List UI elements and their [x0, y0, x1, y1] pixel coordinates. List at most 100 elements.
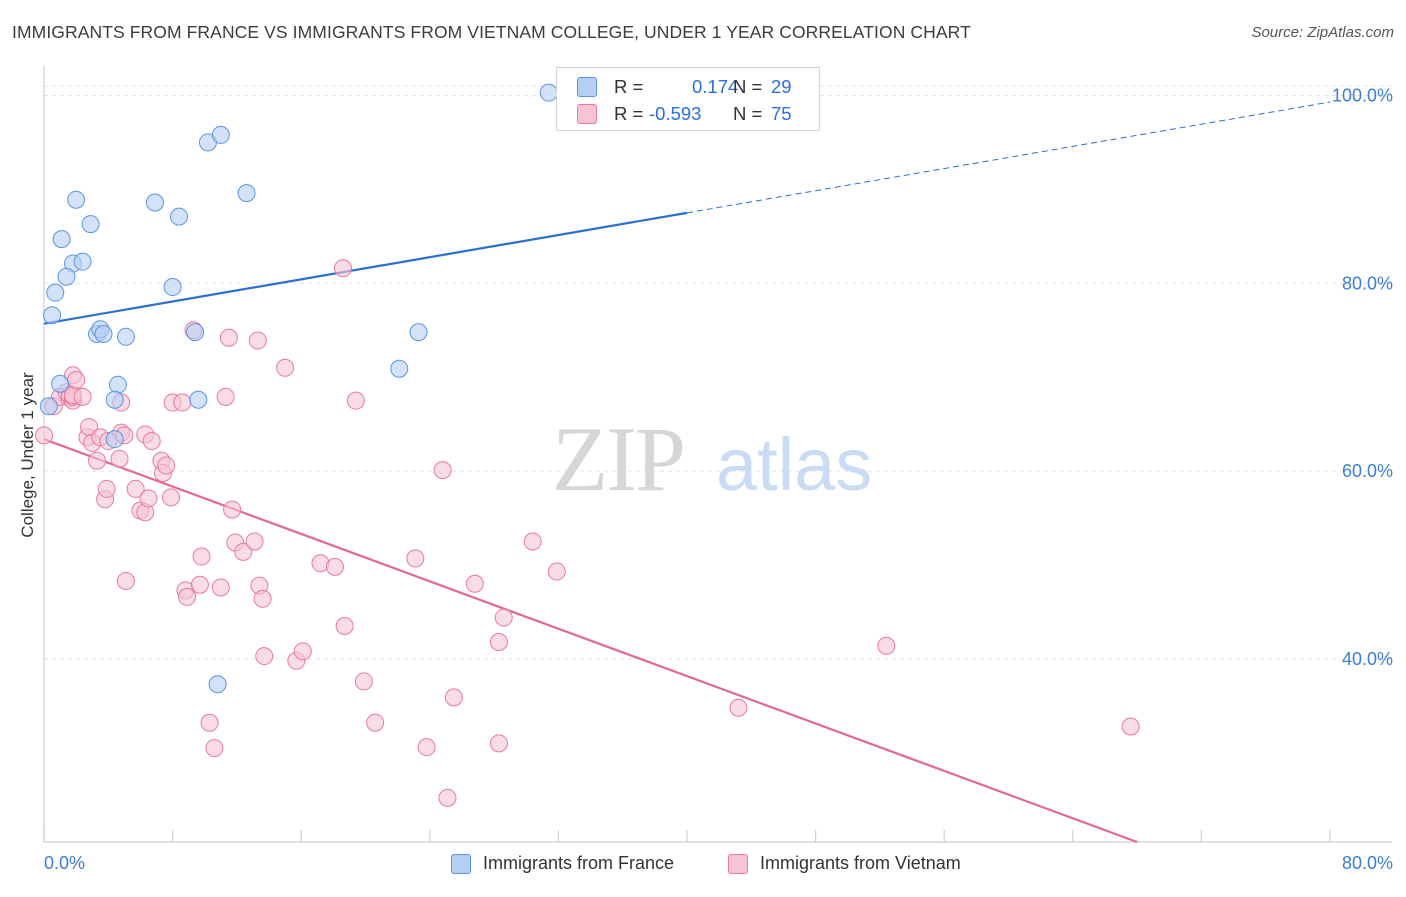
point-vietnam — [523, 532, 542, 551]
point-france — [189, 390, 208, 409]
point-france — [105, 390, 124, 409]
legend: Immigrants from France Immigrants from V… — [0, 850, 1406, 880]
n-label: N = — [733, 76, 763, 97]
trend-line-extension-0 — [686, 101, 1331, 214]
point-vietnam — [293, 642, 312, 661]
point-vietnam — [433, 461, 452, 480]
point-france — [51, 374, 70, 393]
r-value: -0.593 — [649, 103, 702, 124]
point-france — [94, 324, 113, 343]
n-value: 75 — [771, 103, 792, 124]
point-vietnam — [417, 738, 436, 757]
point-vietnam — [205, 739, 224, 758]
point-vietnam — [444, 688, 463, 707]
points — [35, 83, 1140, 807]
point-france — [211, 125, 230, 144]
point-vietnam — [438, 788, 457, 807]
point-vietnam — [97, 479, 116, 498]
grid — [44, 85, 1392, 660]
x-tick-label: 80.0% — [1342, 853, 1393, 873]
r-label: R = — [614, 103, 644, 124]
point-vietnam — [200, 713, 219, 732]
point-france — [116, 327, 135, 346]
y-tick-label: 40.0% — [1342, 649, 1393, 669]
point-vietnam — [35, 426, 53, 445]
point-france — [57, 267, 76, 286]
point-vietnam — [245, 532, 264, 551]
point-vietnam — [192, 547, 211, 566]
point-france — [409, 323, 428, 342]
point-vietnam — [216, 387, 235, 406]
n-value: 29 — [771, 76, 792, 97]
france-swatch — [451, 853, 471, 874]
point-vietnam — [139, 489, 158, 508]
point-vietnam — [110, 449, 129, 468]
legend-label-france: Immigrants from France — [483, 853, 675, 873]
point-vietnam — [354, 672, 373, 691]
point-vietnam — [346, 391, 365, 410]
point-vietnam — [211, 578, 230, 597]
point-vietnam — [366, 713, 385, 732]
trend-line-0 — [43, 211, 688, 325]
point-france — [539, 83, 558, 102]
point-france — [67, 190, 86, 209]
n-label: N = — [733, 103, 763, 124]
vietnam-swatch — [728, 853, 748, 874]
r-value: 0.174 — [692, 76, 739, 97]
vietnam-swatch — [577, 104, 597, 124]
point-france — [39, 397, 58, 416]
axes — [43, 66, 1392, 843]
y-axis-title: College, Under 1 year — [18, 372, 37, 538]
point-vietnam — [276, 358, 295, 377]
chart-title: IMMIGRANTS FROM FRANCE VS IMMIGRANTS FRO… — [12, 22, 971, 42]
point-vietnam — [67, 371, 86, 389]
point-france — [43, 306, 62, 325]
point-france — [170, 207, 189, 226]
point-france — [237, 184, 256, 203]
point-france — [81, 215, 100, 234]
point-vietnam — [248, 331, 267, 350]
point-vietnam — [877, 636, 896, 655]
tick-labels: 40.0% 60.0% 80.0% 100.0% 0.0% 80.0% — [44, 85, 1393, 873]
legend-item-france[interactable]: Immigrants from France — [451, 853, 674, 874]
y-tick-label: 100.0% — [1332, 85, 1393, 105]
point-vietnam — [406, 549, 425, 568]
point-vietnam — [178, 587, 197, 606]
y-tick-label: 60.0% — [1342, 461, 1393, 481]
point-vietnam — [223, 500, 242, 519]
stats-box: R = 0.174 N = 29 R = -0.593 N = 75 — [556, 67, 820, 131]
point-vietnam — [88, 451, 107, 470]
legend-item-vietnam[interactable]: Immigrants from Vietnam — [728, 853, 961, 874]
point-vietnam — [253, 589, 272, 608]
point-vietnam — [465, 574, 484, 593]
point-france — [163, 278, 182, 297]
point-vietnam — [1121, 717, 1140, 736]
point-vietnam — [325, 557, 344, 576]
legend-label-vietnam: Immigrants from Vietnam — [760, 853, 961, 873]
point-france — [390, 359, 409, 378]
watermark: ZIP atlas — [552, 408, 872, 510]
point-vietnam — [126, 479, 145, 498]
y-tick-label: 80.0% — [1342, 273, 1393, 293]
point-vietnam — [73, 387, 92, 406]
r-label: R = — [614, 76, 644, 97]
point-france — [208, 675, 227, 694]
point-vietnam — [335, 617, 354, 636]
watermark-zip: ZIP — [552, 408, 684, 510]
point-vietnam — [173, 393, 192, 412]
source-label: Source: ZipAtlas.com — [1251, 24, 1394, 41]
point-france — [105, 430, 124, 449]
france-swatch — [577, 77, 597, 97]
point-vietnam — [234, 542, 253, 561]
point-vietnam — [494, 608, 513, 627]
point-vietnam — [489, 632, 508, 651]
point-vietnam — [219, 328, 238, 347]
point-vietnam — [255, 647, 274, 666]
watermark-atlas: atlas — [716, 423, 872, 506]
point-france — [145, 193, 164, 212]
x-tick-label: 0.0% — [44, 853, 85, 873]
point-france — [73, 252, 92, 271]
point-vietnam — [116, 571, 135, 590]
point-france — [52, 230, 71, 249]
